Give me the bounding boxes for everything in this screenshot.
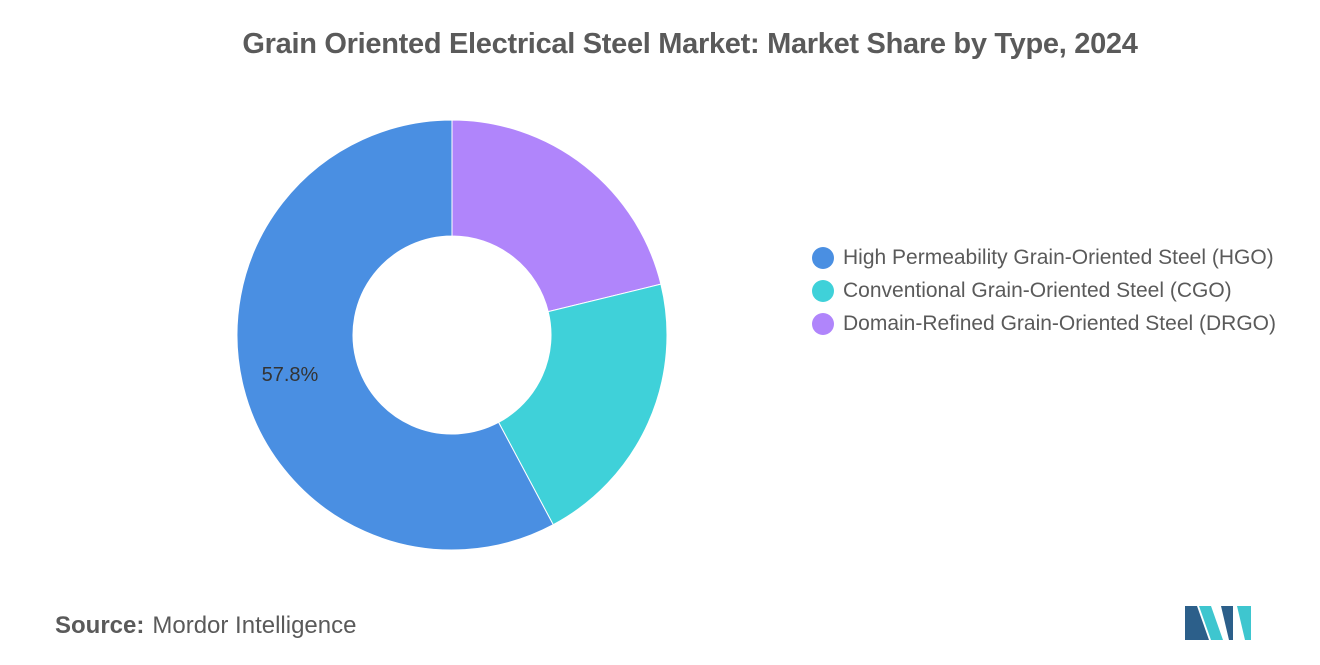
source-label: Source: [55,612,145,639]
donut-slice-cgo [497,283,668,526]
donut-slice-drgo [451,119,662,313]
legend-swatch-hgo [812,247,834,269]
legend-item-cgo: Conventional Grain-Oriented Steel (CGO) [812,277,1282,304]
mordor-intelligence-logo-icon [1185,606,1251,640]
source-value: Mordor Intelligence [152,612,357,639]
logo-shape-right-a [1221,606,1233,640]
legend-label-cgo: Conventional Grain-Oriented Steel (CGO) [843,279,1232,302]
logo-shape-left [1185,606,1209,640]
legend-label-hgo: High Permeability Grain-Oriented Steel (… [843,246,1274,269]
donut-slice-hgo [236,119,554,551]
chart-title: Grain Oriented Electrical Steel Market: … [242,28,1138,60]
legend-swatch-cgo [812,280,834,302]
data-label-hgo: 57.8% [262,364,319,386]
logo-shape-mid [1199,606,1223,640]
legend-item-hgo: High Permeability Grain-Oriented Steel (… [812,244,1282,271]
legend-item-drgo: Domain-Refined Grain-Oriented Steel (DRG… [812,310,1282,337]
logo-shape-right-b [1237,606,1251,640]
legend-label-drgo: Domain-Refined Grain-Oriented Steel (DRG… [843,312,1276,335]
legend-swatch-drgo [812,313,834,335]
source-note: Source: Mordor Intelligence [55,612,356,640]
chart-legend: High Permeability Grain-Oriented Steel (… [812,244,1282,343]
